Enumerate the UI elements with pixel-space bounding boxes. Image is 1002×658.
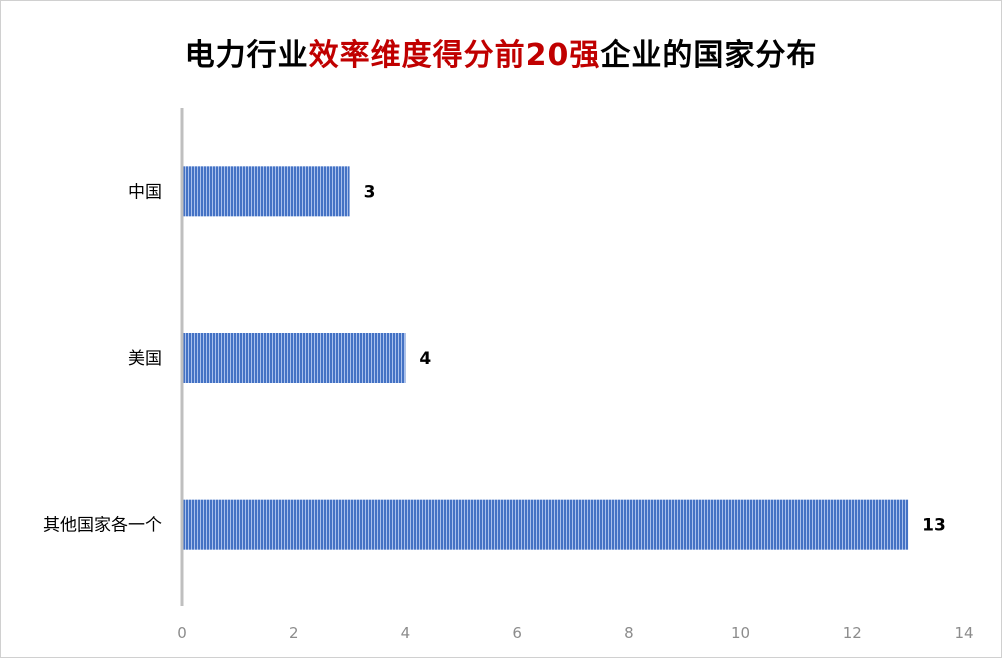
bar	[182, 499, 909, 550]
chart-title: 电力行业效率维度得分前20强企业的国家分布	[0, 30, 1002, 74]
bar	[182, 166, 350, 217]
x-tick-label: 0	[177, 624, 187, 642]
x-tick-label: 12	[843, 624, 862, 642]
x-tick-label: 14	[954, 624, 973, 642]
category-label: 中国	[128, 182, 162, 202]
x-tick-label: 2	[289, 624, 299, 642]
category-label: 美国	[128, 349, 162, 369]
x-tick-label: 6	[512, 624, 522, 642]
category-label: 其他国家各一个	[43, 516, 162, 536]
x-tick-label: 10	[731, 624, 750, 642]
bar	[182, 333, 406, 383]
data-label: 3	[364, 182, 376, 202]
x-tick-label: 4	[401, 624, 411, 642]
x-tick-label: 8	[624, 624, 634, 642]
title-part-1: 电力行业	[184, 38, 309, 73]
title-part-highlight: 效率维度得分前20强	[308, 38, 601, 73]
title-part-3: 企业的国家分布	[600, 38, 818, 73]
data-label: 13	[922, 516, 946, 536]
data-label: 4	[419, 349, 431, 369]
